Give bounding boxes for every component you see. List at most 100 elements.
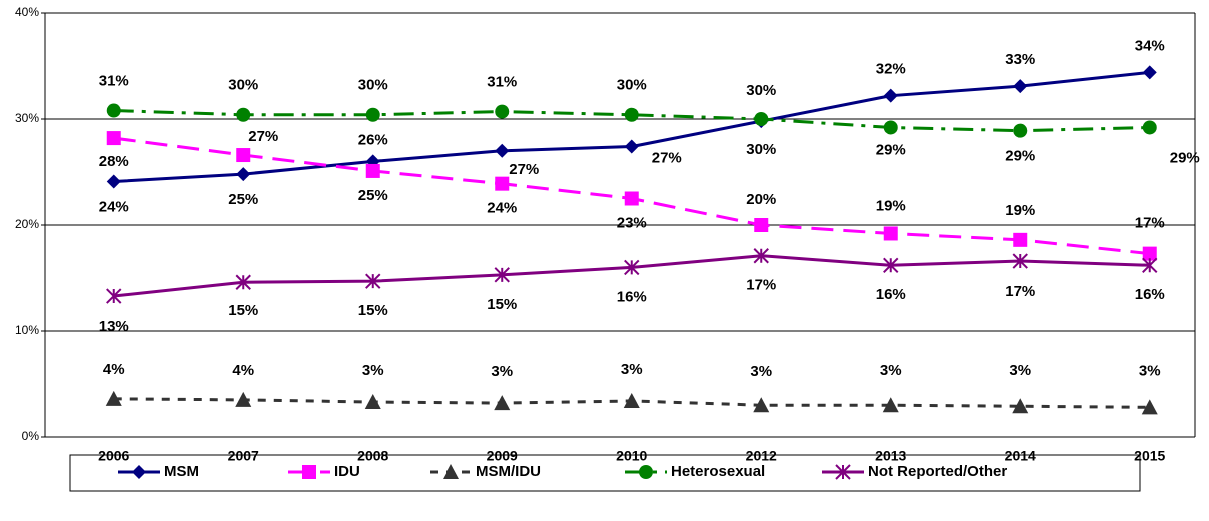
data-point	[1142, 65, 1157, 80]
data-point	[1141, 399, 1158, 415]
data-point	[753, 248, 769, 264]
data-label: 20%	[746, 191, 776, 208]
data-point	[365, 107, 380, 122]
data-point	[494, 395, 511, 411]
data-label: 23%	[617, 214, 647, 231]
legend-label: Not Reported/Other	[868, 463, 1007, 480]
data-point	[236, 167, 251, 182]
data-point	[623, 392, 640, 408]
data-point	[106, 131, 121, 146]
legend-marker	[835, 464, 851, 480]
data-label: 15%	[228, 302, 258, 319]
y-tick-label: 40%	[15, 5, 39, 19]
data-point	[883, 257, 899, 273]
data-label: 29%	[1005, 148, 1035, 165]
data-point	[364, 394, 381, 410]
data-label: 3%	[750, 363, 772, 380]
x-tick-label: 2013	[875, 448, 906, 464]
data-label: 30%	[746, 82, 776, 99]
data-label: 16%	[1135, 286, 1165, 303]
data-label: 16%	[617, 288, 647, 305]
legend-marker	[639, 465, 653, 479]
data-label: 29%	[876, 141, 906, 158]
data-label: 27%	[509, 161, 539, 178]
data-label: 26%	[358, 131, 388, 148]
data-point	[624, 139, 639, 154]
data-label: 30%	[617, 77, 647, 94]
data-point	[753, 397, 770, 413]
data-point	[495, 104, 510, 119]
y-tick-label: 10%	[15, 323, 39, 337]
data-point	[236, 148, 251, 163]
data-label: 32%	[876, 61, 906, 78]
data-point	[883, 120, 898, 135]
data-point	[1013, 123, 1028, 138]
y-tick-label: 20%	[15, 217, 39, 231]
data-label: 3%	[880, 362, 902, 379]
data-label: 28%	[99, 153, 129, 170]
x-tick-label: 2014	[1005, 448, 1036, 464]
data-label: 31%	[487, 74, 517, 91]
data-label: 15%	[487, 296, 517, 313]
data-label: 3%	[491, 363, 513, 380]
data-point	[106, 174, 121, 189]
data-label: 25%	[228, 191, 258, 208]
data-point	[624, 107, 639, 122]
data-point	[1142, 246, 1157, 261]
data-label: 4%	[103, 361, 125, 378]
x-tick-label: 2010	[616, 448, 647, 464]
data-point	[236, 107, 251, 122]
data-point	[754, 218, 769, 232]
legend-marker	[132, 465, 146, 479]
data-point	[106, 288, 122, 304]
data-label: 27%	[652, 150, 682, 167]
legend-box	[69, 454, 1141, 492]
data-label: 25%	[358, 187, 388, 204]
data-label: 3%	[362, 362, 384, 379]
data-point	[624, 191, 639, 206]
legend-marker	[443, 464, 459, 479]
y-tick-label: 30%	[15, 111, 39, 125]
data-point	[1012, 253, 1028, 269]
data-point	[883, 226, 898, 241]
legend-label: MSM/IDU	[476, 463, 541, 480]
data-point	[106, 103, 121, 118]
data-point	[1142, 120, 1157, 135]
data-point	[105, 390, 122, 406]
data-point	[1142, 257, 1158, 273]
data-label: 29%	[1170, 149, 1200, 166]
legend-label: IDU	[334, 463, 360, 480]
data-label: 16%	[876, 286, 906, 303]
x-tick-label: 2015	[1134, 448, 1165, 464]
data-label: 17%	[746, 277, 776, 294]
data-point	[235, 274, 251, 290]
data-point	[882, 397, 899, 413]
data-point	[495, 143, 510, 158]
data-label: 3%	[1139, 362, 1161, 379]
x-tick-label: 2012	[746, 448, 777, 464]
data-point	[495, 176, 510, 191]
data-label: 34%	[1135, 37, 1165, 54]
x-tick-label: 2008	[357, 448, 388, 464]
data-point	[1013, 79, 1028, 94]
data-label: 27%	[248, 128, 278, 145]
x-tick-label: 2006	[98, 448, 129, 464]
data-label: 15%	[358, 302, 388, 319]
legend-label: MSM	[164, 463, 199, 480]
data-label: 4%	[232, 362, 254, 379]
data-point	[1013, 232, 1028, 247]
legend-marker	[302, 465, 316, 479]
data-label: 24%	[487, 200, 517, 217]
data-point	[365, 273, 381, 289]
data-label: 3%	[621, 361, 643, 378]
data-label: 3%	[1009, 362, 1031, 379]
data-label: 30%	[228, 77, 258, 94]
data-point	[494, 267, 510, 283]
x-tick-label: 2009	[487, 448, 518, 464]
x-tick-label: 2007	[228, 448, 259, 464]
data-point	[624, 259, 640, 276]
data-label: 24%	[99, 199, 129, 216]
data-label: 30%	[746, 141, 776, 158]
data-point	[235, 391, 252, 407]
